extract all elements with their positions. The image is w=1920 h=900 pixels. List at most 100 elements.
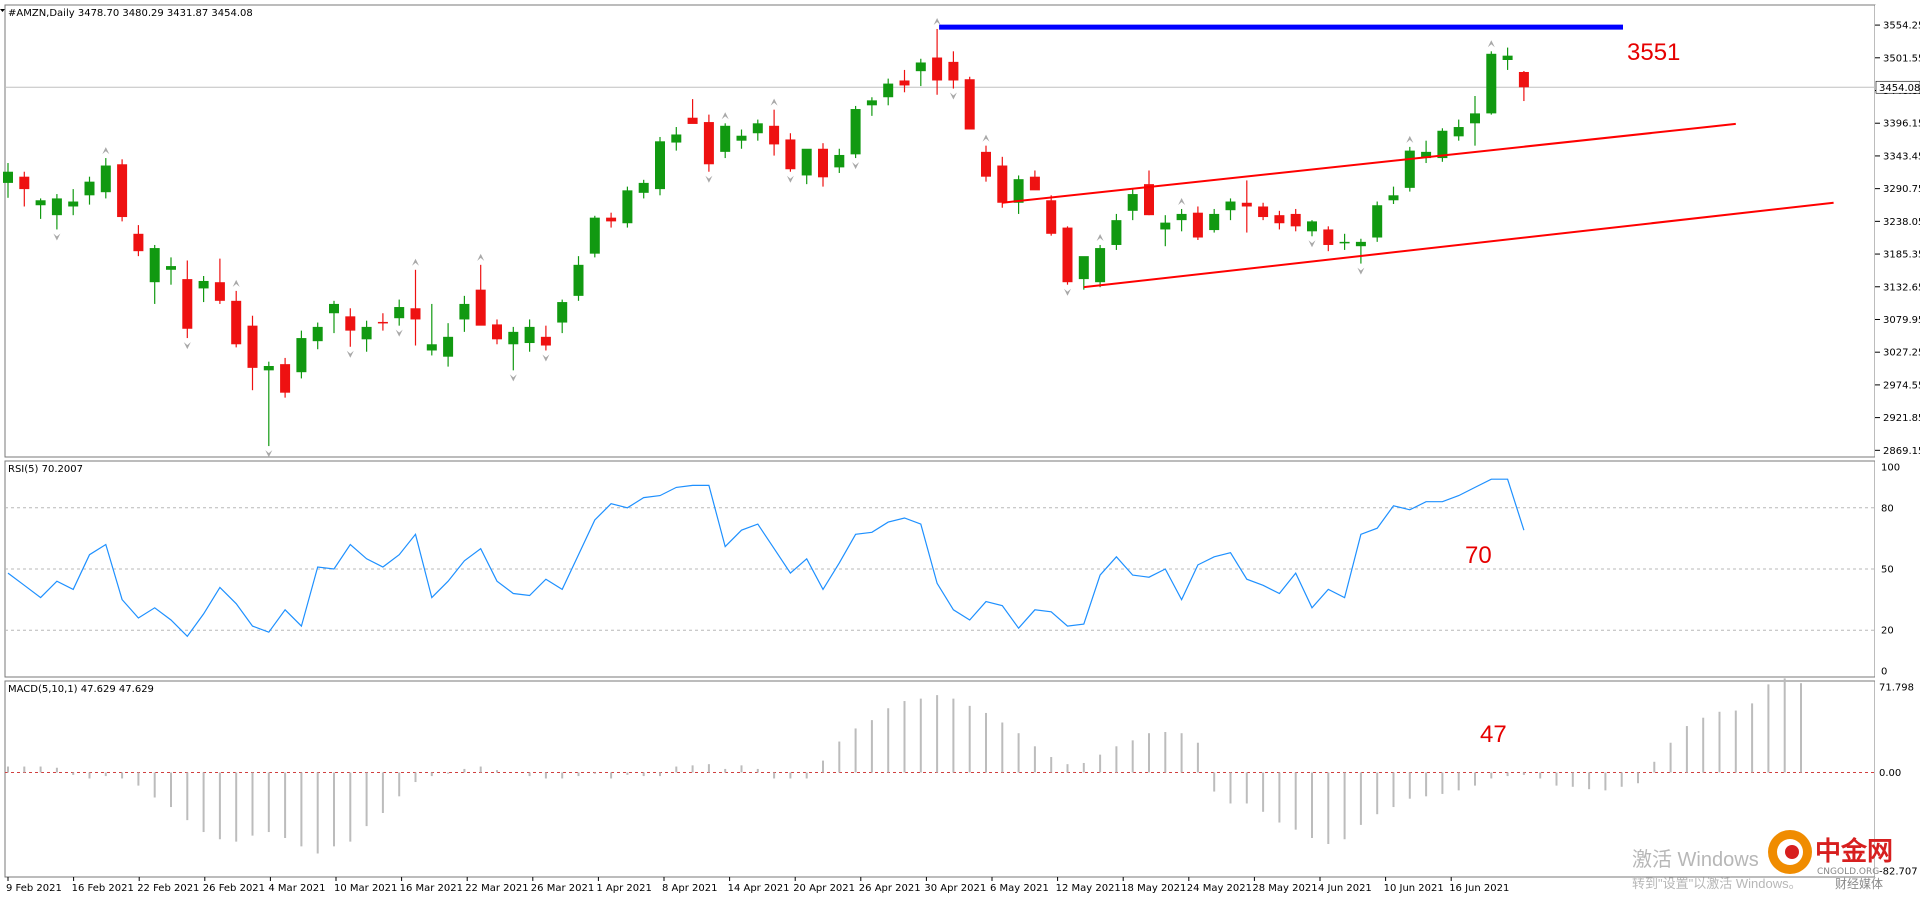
candle-body	[1339, 241, 1350, 244]
x-tick-label: 14 Apr 2021	[728, 883, 790, 894]
candle-body	[1258, 206, 1269, 218]
x-tick-label: 24 May 2021	[1187, 883, 1252, 894]
x-tick-label: 6 May 2021	[990, 883, 1049, 894]
fractal-up-arrow	[477, 253, 485, 261]
candle-body	[475, 289, 486, 326]
activate-windows-hint: 转到"设置"以激活 Windows。	[1632, 876, 1802, 891]
candle-body	[1029, 176, 1040, 191]
chart-header-label: #AMZN,Daily 3478.70 3480.29 3431.87 3454…	[8, 8, 253, 19]
candle	[622, 186, 633, 228]
candle-body	[410, 308, 421, 320]
x-tick-label: 16 Feb 2021	[72, 883, 134, 894]
channel-line[interactable]	[1002, 122, 1736, 204]
candle	[1355, 238, 1366, 264]
rsi-label: RSI(5) 70.2007	[8, 464, 83, 475]
price-y-tick-label: 3079.95	[1883, 315, 1920, 326]
fractal-up-arrow	[982, 134, 990, 142]
cngold-brand-sub: 财经媒体	[1835, 877, 1883, 891]
price-y-tick-label: 3554.25	[1883, 21, 1920, 32]
candle-body	[35, 200, 46, 206]
candle-body	[1192, 212, 1203, 238]
x-tick-label: 10 Jun 2021	[1384, 883, 1444, 894]
candle-body	[752, 123, 763, 134]
candle-body	[1241, 202, 1252, 207]
candle	[1307, 220, 1317, 237]
candle	[1258, 202, 1269, 221]
channel-line[interactable]	[1083, 201, 1834, 289]
macd-label: MACD(5,10,1) 47.629 47.629	[8, 684, 154, 695]
candle-body	[149, 248, 160, 283]
candle	[443, 323, 454, 367]
candle-body	[1307, 221, 1317, 232]
candle	[1225, 198, 1236, 221]
x-tick-label: 8 Apr 2021	[662, 883, 717, 894]
current-price-tag	[1875, 80, 1920, 94]
candle-body	[247, 325, 258, 368]
candle-body	[1421, 151, 1432, 159]
collapse-triangle-icon[interactable]	[0, 9, 5, 12]
candle	[540, 325, 551, 351]
candle-body	[655, 141, 665, 190]
candle-body	[850, 109, 861, 155]
candle-body	[948, 61, 959, 81]
price-y-tick-label: 3185.35	[1883, 250, 1920, 261]
candle	[997, 156, 1008, 208]
candle-body	[834, 154, 845, 168]
candle	[1323, 226, 1334, 252]
candle-body	[687, 117, 698, 124]
candle	[1486, 51, 1497, 115]
candle-body	[1160, 222, 1171, 230]
rsi-y-tick-label: 50	[1881, 565, 1894, 576]
fractal-up-arrow	[770, 98, 778, 106]
candle-body	[1486, 53, 1497, 114]
candle-body	[1144, 184, 1154, 216]
candle	[231, 290, 242, 348]
candle-body	[1323, 229, 1334, 245]
candle-body	[589, 217, 600, 254]
candle	[329, 300, 339, 334]
candle	[606, 212, 617, 228]
price-y-tick-label: 3238.05	[1883, 217, 1920, 228]
macd-layer: 71.798 0.00 -82.707	[5, 678, 1918, 878]
candle-body	[1518, 71, 1529, 88]
candle-body	[915, 62, 926, 72]
price-y-tick-label: 2974.55	[1883, 380, 1920, 391]
candle-body	[1502, 55, 1513, 60]
candle	[818, 143, 828, 187]
fractal-up-arrow	[721, 112, 729, 120]
candle	[377, 313, 388, 331]
candle-body	[459, 303, 470, 320]
candle	[1046, 195, 1057, 236]
rsi-layer: 100 80 50 20 0	[5, 463, 1900, 678]
candle	[899, 69, 910, 93]
candle-body	[312, 326, 323, 342]
candle-body	[703, 122, 714, 165]
candle-body	[100, 165, 111, 193]
candle	[834, 148, 845, 173]
candle	[345, 308, 356, 347]
candle-body	[443, 336, 454, 357]
candle-body	[720, 125, 731, 152]
candle	[1241, 180, 1252, 233]
candle	[84, 176, 95, 205]
candle	[296, 330, 307, 379]
candle-body	[1274, 215, 1285, 224]
candle-body	[1388, 195, 1399, 201]
candle	[557, 299, 568, 334]
price-y-tick-label: 3501.55	[1883, 53, 1920, 64]
candle-body	[361, 326, 372, 340]
level-annotation-3551: 3551	[1627, 39, 1680, 66]
candle-body	[1372, 205, 1383, 238]
candle-body	[1062, 227, 1073, 283]
candle	[720, 123, 731, 159]
price-layer: 3554.253501.553448.853396.153343.453290.…	[3, 17, 1920, 458]
macd-value-annotation: 47	[1480, 721, 1507, 748]
candle	[166, 257, 176, 285]
candle-body	[1225, 201, 1236, 211]
candle	[1339, 233, 1350, 250]
candle-body	[557, 302, 568, 323]
candle	[573, 256, 584, 301]
candle	[1111, 213, 1122, 250]
x-tick-label: 22 Mar 2021	[465, 883, 528, 894]
